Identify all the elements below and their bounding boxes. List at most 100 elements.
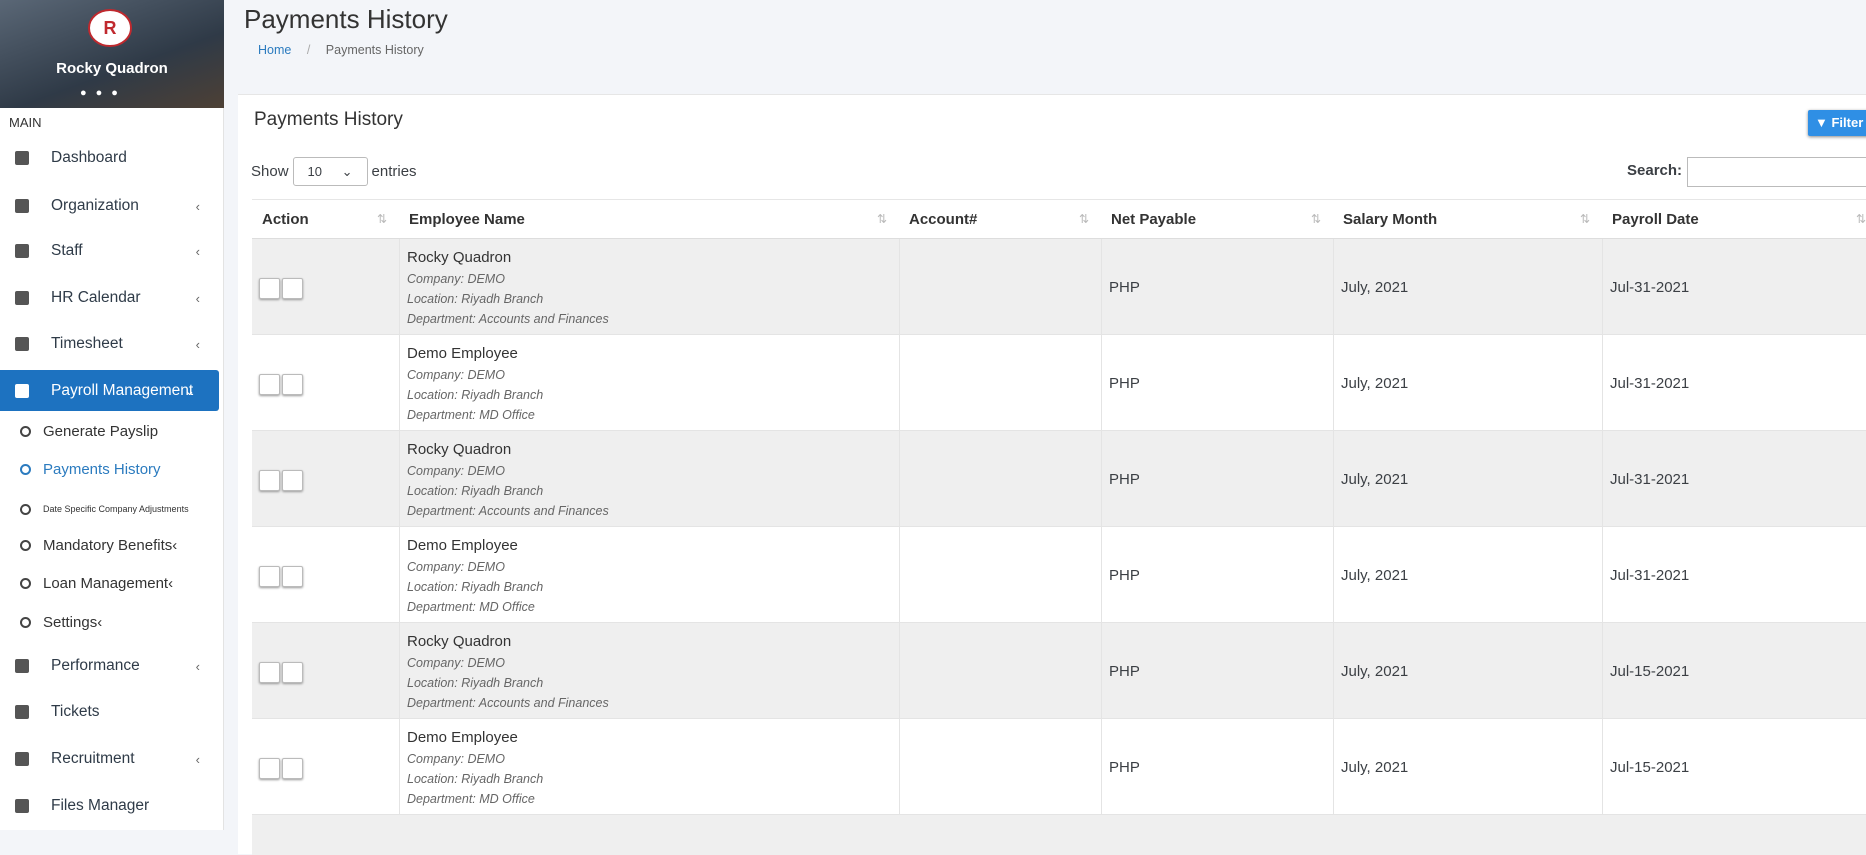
- submenu-icon: [20, 425, 31, 437]
- submenu-item[interactable]: Loan Management ‹: [0, 566, 224, 600]
- table-row: [252, 719, 1866, 815]
- cell-border: [399, 719, 400, 815]
- search-label: Search:: [1627, 162, 1683, 179]
- card: Payments History ▼ Filter Show 10 ⌄ entri…: [238, 94, 1866, 855]
- payroll-date: Jul-31-2021: [1610, 375, 1690, 392]
- menu-arrow: ‹: [195, 290, 200, 306]
- cell-border: [399, 335, 400, 431]
- column-header[interactable]: Account#: [909, 211, 978, 228]
- menu-item[interactable]: Tickets: [0, 692, 224, 732]
- view-button[interactable]: [259, 566, 280, 587]
- submenu-label: Mandatory Benefits: [43, 536, 173, 554]
- table-row: [252, 623, 1866, 719]
- submenu-item[interactable]: Generate Payslip: [0, 414, 224, 448]
- download-button[interactable]: [282, 758, 303, 779]
- employee-name: Demo Employee: [407, 537, 518, 554]
- cell-border: [1602, 335, 1603, 431]
- menu-arrow: ‹: [195, 751, 200, 767]
- download-button[interactable]: [282, 566, 303, 587]
- view-button[interactable]: [259, 758, 280, 779]
- cell-border: [1101, 719, 1102, 815]
- view-button[interactable]: [259, 662, 280, 683]
- column-header[interactable]: Net Payable: [1111, 211, 1197, 228]
- cell-border: [899, 335, 900, 431]
- net-payable: PHP: [1109, 663, 1140, 680]
- net-payable: PHP: [1109, 279, 1140, 296]
- view-button[interactable]: [259, 374, 280, 395]
- submenu-icon: [20, 503, 31, 515]
- employee-location: Location: Riyadh Branch: [407, 580, 544, 594]
- view-button[interactable]: [259, 278, 280, 299]
- menu-arrow: ‹: [195, 658, 200, 674]
- employee-department: Department: Accounts and Finances: [407, 504, 609, 518]
- submenu-item[interactable]: Date Specific Company Adjustments: [0, 492, 224, 526]
- menu-item[interactable]: Organization ‹: [0, 186, 224, 226]
- menu-item[interactable]: Dashboard: [0, 138, 224, 178]
- download-button[interactable]: [282, 662, 303, 683]
- download-button[interactable]: [282, 470, 303, 491]
- submenu-item[interactable]: Mandatory Benefits ‹: [0, 528, 224, 562]
- submenu-icon: [20, 577, 31, 589]
- page-size-value: 10: [307, 164, 322, 179]
- user-icons[interactable]: ●●●: [80, 87, 127, 99]
- download-button[interactable]: [282, 374, 303, 395]
- menu-item[interactable]: Performance ‹: [0, 646, 224, 686]
- payroll-date: Jul-31-2021: [1610, 471, 1690, 488]
- show-label: Show: [251, 163, 289, 180]
- menu-icon: [15, 705, 29, 719]
- employee-name: Rocky Quadron: [407, 249, 512, 266]
- submenu-item[interactable]: Payments History: [0, 452, 224, 486]
- cell-border: [1602, 719, 1603, 815]
- employee-location: Location: Riyadh Branch: [407, 292, 544, 306]
- column-header[interactable]: Action: [262, 211, 309, 228]
- view-button[interactable]: [259, 470, 280, 491]
- salary-month: July, 2021: [1341, 567, 1409, 584]
- menu-item[interactable]: Recruitment ‹: [0, 739, 224, 779]
- entries-label: entries: [371, 163, 417, 180]
- submenu-icon: [20, 616, 31, 628]
- menu-item[interactable]: Payroll Management ⌄: [0, 370, 219, 411]
- menu-item[interactable]: Timesheet ‹: [0, 324, 224, 364]
- sort-icon[interactable]: ⇅: [377, 212, 388, 226]
- cell-border: [399, 527, 400, 623]
- sort-icon[interactable]: ⇅: [1856, 212, 1866, 226]
- menu-icon: [15, 291, 29, 305]
- sidebar: R Rocky Quadron ●●● MAIN Dashboard Organi…: [0, 0, 224, 830]
- net-payable: PHP: [1109, 567, 1140, 584]
- svg-text:R: R: [104, 18, 117, 38]
- sort-icon[interactable]: ⇅: [1311, 212, 1322, 226]
- menu-label: Organization: [51, 197, 139, 214]
- column-header[interactable]: Employee Name: [409, 211, 525, 228]
- sort-icon[interactable]: ⇅: [1079, 212, 1090, 226]
- page-title: Payments History: [244, 4, 448, 34]
- cell-border: [899, 719, 900, 815]
- menu-arrow: ‹: [195, 198, 200, 214]
- search-input[interactable]: [1687, 157, 1866, 187]
- download-button[interactable]: [282, 278, 303, 299]
- separator: /: [306, 43, 311, 57]
- employee-location: Location: Riyadh Branch: [407, 484, 544, 498]
- submenu-item[interactable]: Settings ‹: [0, 605, 224, 639]
- breadcrumb-link[interactable]: Home: [258, 43, 292, 57]
- cell-border: [1333, 335, 1334, 431]
- menu-item[interactable]: Staff ‹: [0, 231, 224, 271]
- menu-item[interactable]: HR Calendar ‹: [0, 278, 224, 318]
- employee-company: Company: DEMO: [407, 464, 505, 478]
- table-row: [252, 527, 1866, 623]
- employee-company: Company: DEMO: [407, 368, 505, 382]
- menu-icon: [15, 244, 29, 258]
- filter-button[interactable]: ▼ Filter: [1808, 110, 1866, 136]
- menu-label: HR Calendar: [51, 289, 141, 306]
- cell-border: [1101, 431, 1102, 527]
- menu-icon: [15, 383, 29, 398]
- sort-icon[interactable]: ⇅: [1580, 212, 1591, 226]
- column-header[interactable]: Salary Month: [1343, 211, 1438, 228]
- sort-icon[interactable]: ⇅: [877, 212, 888, 226]
- menu-icon: [15, 337, 29, 351]
- menu-item[interactable]: Files Manager: [0, 786, 224, 826]
- page-size-select[interactable]: 10 ⌄: [292, 157, 368, 186]
- column-header[interactable]: Payroll Date: [1612, 211, 1699, 228]
- menu-label: Payroll Management: [51, 381, 194, 399]
